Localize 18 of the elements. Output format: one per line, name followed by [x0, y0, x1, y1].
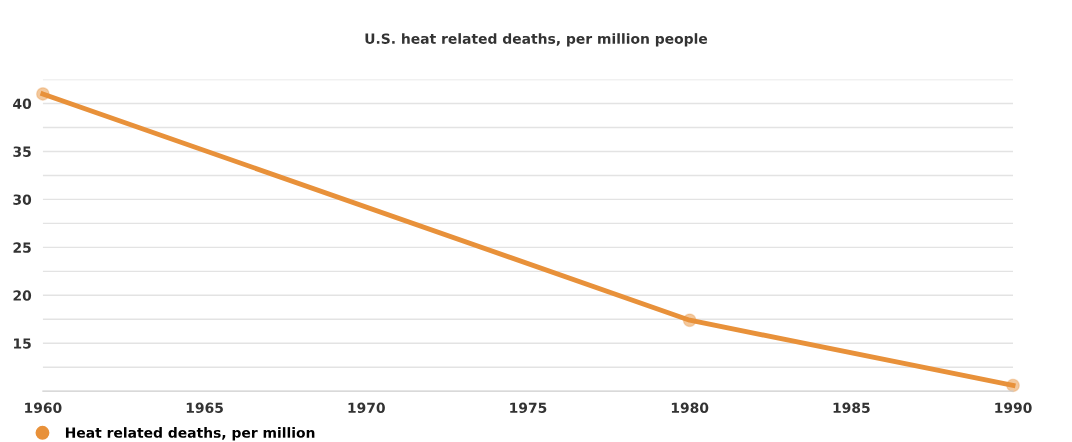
- y-tick-label: 40: [13, 98, 32, 109]
- x-tick-label: 1975: [510, 402, 547, 414]
- x-tick-label: 1960: [25, 402, 62, 414]
- point: [1006, 378, 1020, 393]
- y-tick-label: 15: [14, 338, 31, 349]
- point: [35, 86, 50, 101]
- y-tick-label: 20: [13, 290, 32, 301]
- y-tick-label: 30: [13, 194, 32, 205]
- x-tick-label: 1980: [671, 402, 709, 414]
- chart-title: U.S. heat related deaths, per million people: [365, 33, 708, 47]
- legend-label: Heat related deaths, per million: [65, 427, 315, 441]
- x-tick-label: 1965: [186, 402, 223, 414]
- x-tick-label: 1985: [833, 402, 870, 414]
- y-tick-label: 25: [13, 242, 31, 253]
- y-tick-label: 35: [13, 146, 31, 157]
- x-tick-label: 1970: [348, 402, 385, 414]
- point: [682, 313, 697, 328]
- x-tick-label: 1990: [995, 402, 1032, 414]
